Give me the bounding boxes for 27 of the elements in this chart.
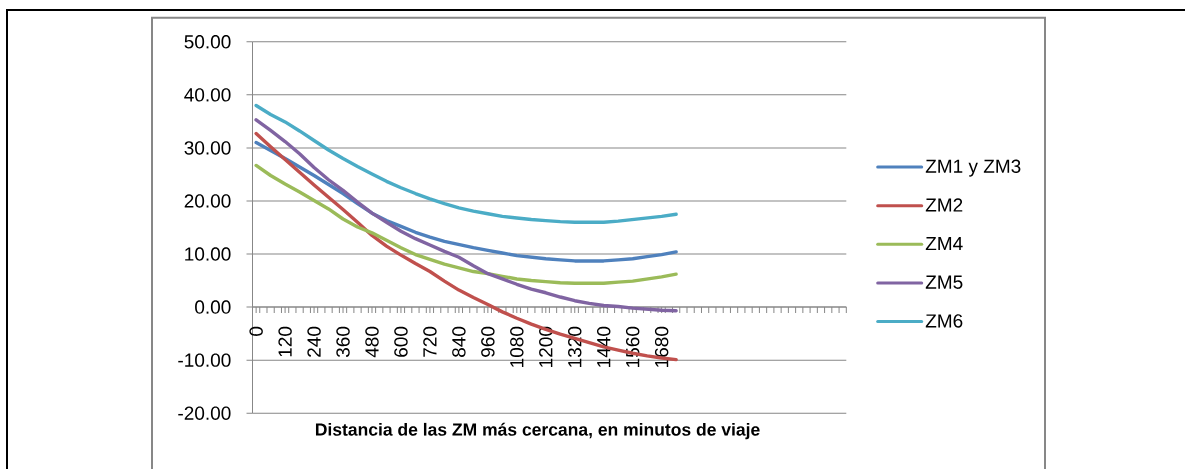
y-tick-label: 0.00 xyxy=(195,300,231,314)
y-tick-label: -20.00 xyxy=(178,406,231,420)
legend-label: ZM4 xyxy=(925,237,963,251)
x-tick-label: 240 xyxy=(307,326,321,357)
legend-label: ZM6 xyxy=(925,314,963,328)
x-tick-label: 1680 xyxy=(654,326,669,367)
y-tick-label: 50.00 xyxy=(184,35,231,49)
y-tick-label: 40.00 xyxy=(184,88,231,102)
legend-label: ZM1 y ZM3 xyxy=(925,159,1021,177)
x-tick-label: 960 xyxy=(481,326,495,357)
x-axis-title: Distancia de las ZM más cercana, en minutos de viaje xyxy=(315,422,760,440)
x-tick-label: 0 xyxy=(249,326,263,336)
x-tick-label: 1080 xyxy=(510,326,524,367)
legend-label: ZM5 xyxy=(925,275,963,289)
x-tick-label: 1440 xyxy=(596,326,611,367)
x-tick-label: 480 xyxy=(365,326,379,358)
x-tick-label: 600 xyxy=(394,326,408,357)
y-tick-label: 20.00 xyxy=(184,194,231,208)
x-tick-label: 720 xyxy=(423,326,437,357)
legend-label: ZM2 xyxy=(925,198,963,212)
x-tick-label: 840 xyxy=(452,326,466,357)
x-tick-label: 1320 xyxy=(568,326,582,367)
y-tick-label: 30.00 xyxy=(184,141,231,155)
y-tick-label: -10.00 xyxy=(178,353,231,367)
x-tick-label: 360 xyxy=(336,326,350,358)
x-tick-label: 120 xyxy=(278,326,292,357)
y-tick-label: 10.00 xyxy=(185,247,231,261)
